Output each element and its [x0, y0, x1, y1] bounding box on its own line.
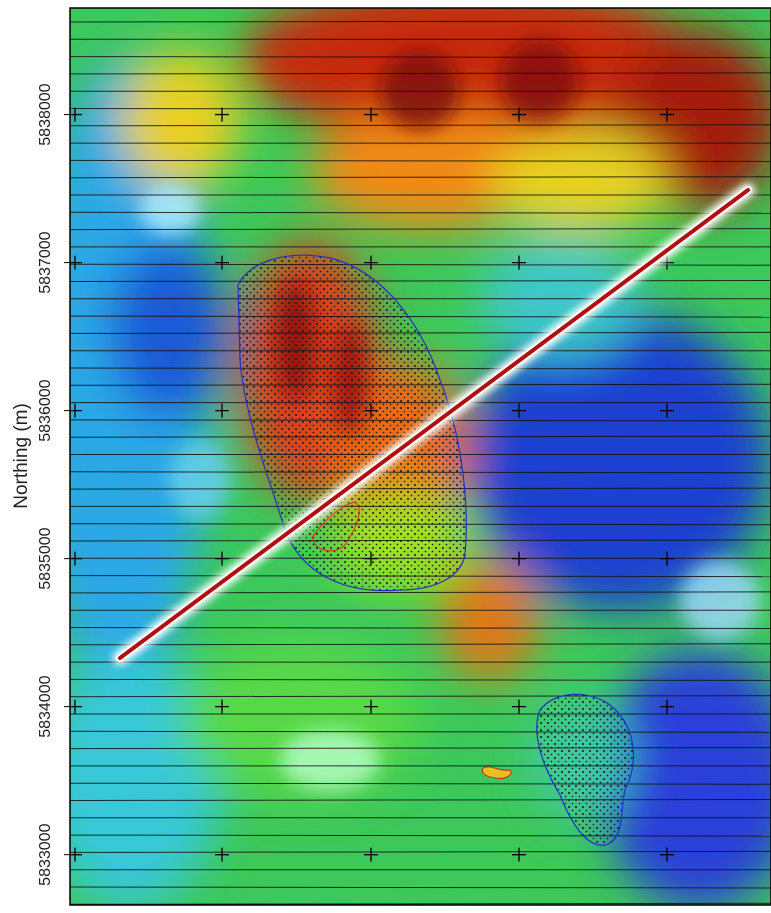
y-tick-label: 5836000 — [37, 379, 54, 441]
y-tick-label: 5837000 — [37, 231, 54, 293]
page: Northing (m) 5833000 5834000 5835000 583600… — [0, 0, 771, 908]
y-axis-label: Northing (m) — [11, 403, 32, 509]
y-tick-label: 5838000 — [37, 83, 54, 145]
y-tick-label: 5833000 — [37, 823, 54, 885]
y-tick-label: 5834000 — [37, 675, 54, 737]
y-tick-label: 5835000 — [37, 527, 54, 589]
map-figure: Northing (m) 5833000 5834000 5835000 583600… — [0, 0, 771, 908]
y-ticks: 5833000 5834000 5835000 5836000 5837000 58380… — [37, 83, 70, 885]
anomaly-image — [30, 0, 771, 908]
